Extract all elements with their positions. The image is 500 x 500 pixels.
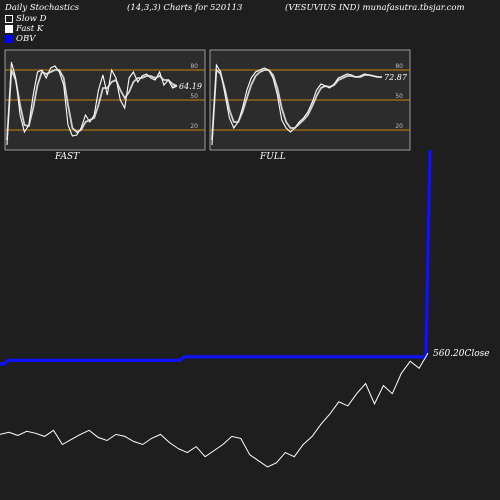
y-tick-label: 20 [395, 123, 403, 130]
legend-fast-k: Fast K [5, 24, 43, 34]
y-tick-label: 20 [190, 123, 198, 130]
legend-swatch [5, 14, 13, 23]
series-line-1 [6, 69, 178, 141]
legend-label: Fast K [16, 24, 44, 34]
obv-line [0, 149, 432, 366]
legend-label: Slow D [16, 14, 47, 24]
chart-source: (VESUVIUS IND) munafasutra.tbsjar.com [285, 3, 465, 13]
legend-obv: OBV [5, 34, 35, 44]
legend-swatch [5, 24, 13, 33]
last-value-label: 72.87 [384, 73, 408, 82]
legend-slow-d: Slow D [5, 14, 46, 24]
panel-label-full: FULL [260, 152, 286, 162]
chart-subtitle: (14,3,3) Charts for 520113 [127, 3, 243, 13]
legend-swatch [5, 34, 13, 43]
last-value-label: 64.19 [179, 82, 202, 91]
price-line [0, 352, 429, 468]
chart-title: Daily Stochastics [5, 3, 80, 13]
y-tick-label: 50 [190, 93, 198, 100]
legend-label: OBV [16, 34, 36, 44]
y-tick-label: 80 [395, 63, 403, 70]
panel-label-fast: FAST [55, 152, 80, 162]
y-tick-label: 80 [190, 63, 198, 70]
y-tick-label: 50 [395, 93, 403, 100]
series-line-1 [211, 68, 382, 141]
close-label: 560.20Close [433, 349, 490, 359]
